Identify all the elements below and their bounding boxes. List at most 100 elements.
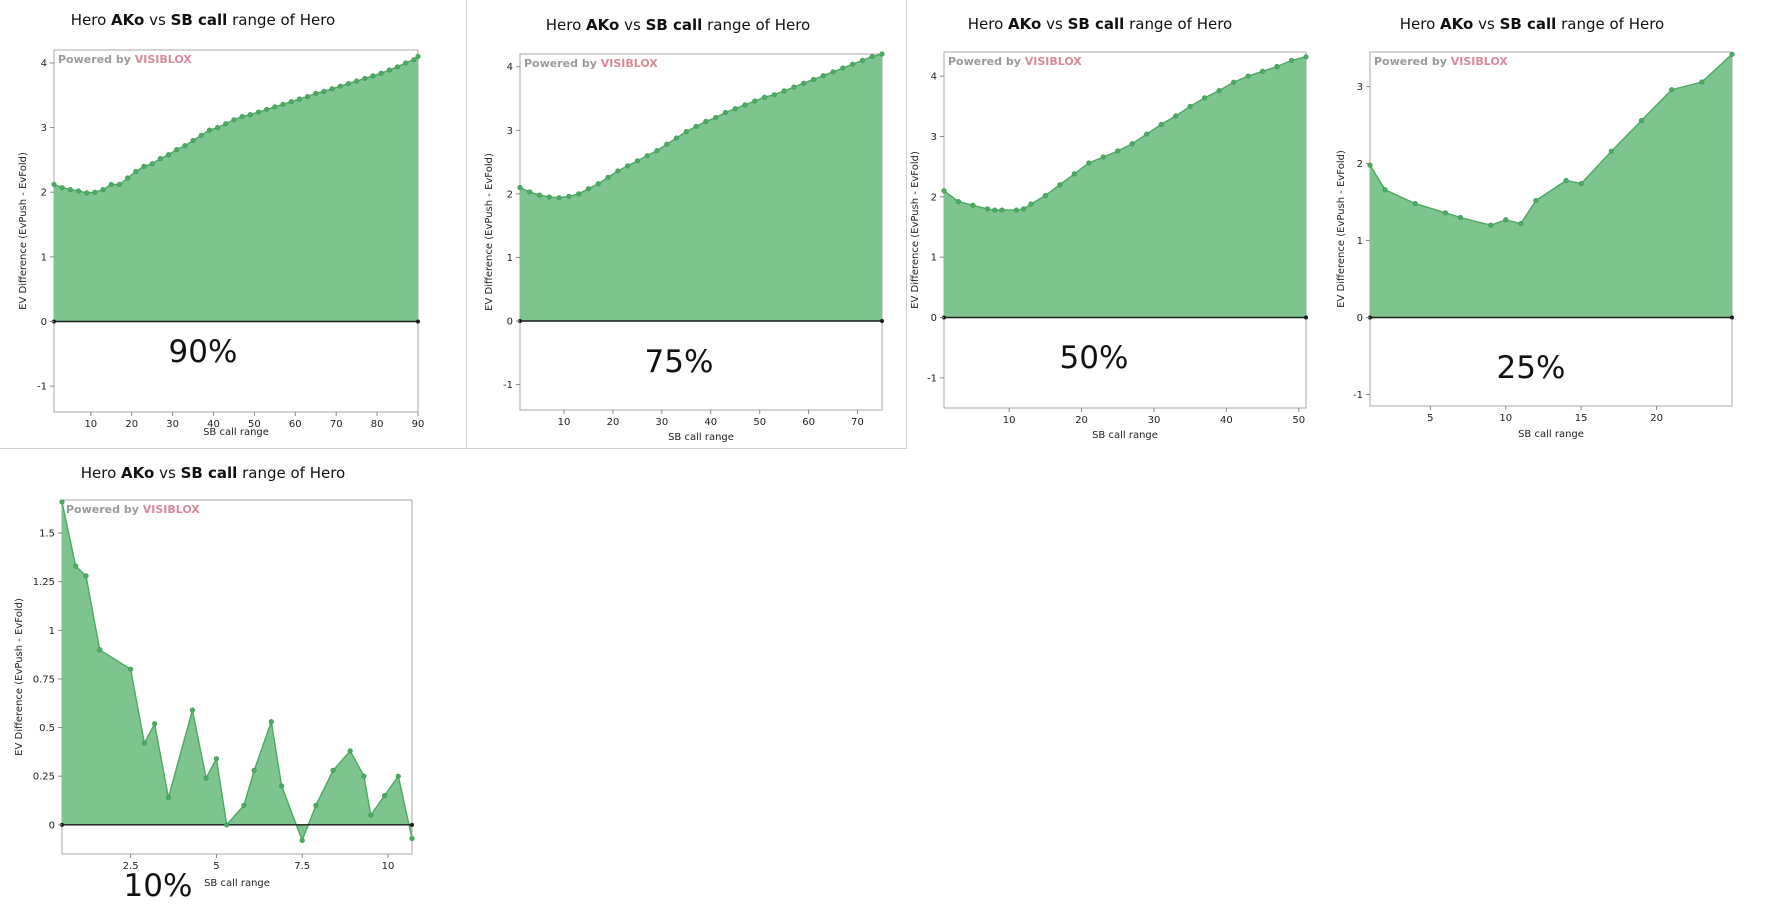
y-tick-label: 0 — [49, 820, 55, 831]
data-point — [566, 193, 572, 199]
data-point — [1533, 197, 1539, 204]
chart-title-part: AKo — [1008, 15, 1041, 33]
series-line — [1369, 53, 1733, 226]
chart-panel-50: Hero AKo vs SB call range of Hero Powered… — [906, 0, 1336, 448]
percent-label: 75% — [645, 344, 714, 380]
y-tick-label: -1 — [1353, 390, 1363, 401]
data-point — [732, 106, 738, 112]
chart-title-part: range of Hero — [237, 464, 345, 482]
data-point — [368, 812, 374, 818]
y-tick-label: 0 — [41, 317, 47, 328]
x-tick-label: 20 — [1650, 413, 1663, 424]
y-axis-label: EV Difference (EvPush - EvFold) — [14, 598, 25, 756]
chart-title: Hero AKo vs SB call range of Hero — [546, 16, 810, 34]
data-point — [347, 748, 353, 754]
data-point — [742, 102, 748, 108]
data-point — [1608, 148, 1614, 154]
chart-title: Hero AKo vs SB call range of Hero — [968, 15, 1232, 33]
data-point — [615, 168, 621, 174]
data-point — [576, 191, 582, 197]
chart-title: Hero AKo vs SB call range of Hero — [81, 464, 345, 482]
data-point — [280, 101, 286, 107]
data-point — [1638, 117, 1645, 124]
data-point — [116, 181, 123, 188]
data-point — [378, 70, 384, 76]
x-tick-label: 70 — [330, 419, 343, 430]
data-point — [781, 88, 787, 94]
data-point — [190, 137, 196, 144]
x-axis-label: SB call range — [203, 427, 269, 438]
data-point — [1115, 148, 1121, 154]
y-tick-label: 3 — [41, 123, 47, 134]
x-tick-label: 10 — [1499, 413, 1512, 424]
x-tick-label: 20 — [1075, 415, 1088, 426]
logo-part: Powered by — [1374, 55, 1451, 68]
y-tick-label: 1.5 — [39, 529, 55, 540]
chart-panel-10: Hero AKo vs SB call range of Hero Powered… — [0, 450, 466, 917]
x-tick-label: 50 — [248, 419, 261, 430]
y-tick-label: 1 — [49, 626, 55, 637]
chart-panel-25: Hero AKo vs SB call range of Hero Powered… — [1336, 0, 1756, 448]
data-point — [810, 76, 817, 83]
y-tick-label: 0.5 — [39, 723, 55, 734]
data-point — [345, 81, 352, 87]
data-point — [683, 128, 689, 135]
data-point — [329, 86, 335, 92]
data-point — [1563, 177, 1569, 184]
chart-title-part: range of Hero — [1124, 15, 1232, 33]
x-tick-label: 60 — [289, 419, 302, 430]
chart-title-part: AKo — [1440, 15, 1473, 33]
chart-title-part: SB call — [171, 11, 228, 29]
data-point — [820, 73, 826, 79]
data-point — [992, 207, 998, 213]
data-point — [313, 802, 319, 808]
series-line — [53, 55, 419, 194]
logo-part: Powered by — [524, 57, 601, 70]
x-axis-label: SB call range — [1092, 430, 1158, 441]
data-point — [1303, 54, 1309, 60]
data-point — [189, 707, 195, 713]
x-tick-label: 40 — [207, 419, 220, 430]
data-point — [141, 740, 147, 746]
y-tick-label: 4 — [931, 72, 937, 83]
data-point — [1578, 180, 1584, 187]
x-tick-label: 10 — [558, 417, 571, 428]
y-tick-label: 3 — [931, 132, 937, 143]
data-point — [859, 57, 866, 63]
data-point — [411, 57, 417, 63]
chart-title-part: Hero — [546, 16, 586, 34]
data-point — [272, 104, 278, 110]
data-point — [585, 186, 592, 192]
data-point — [752, 98, 758, 104]
zero-line-end — [1304, 315, 1308, 320]
chart-title-part: Hero — [968, 15, 1008, 33]
x-tick-label: 7.5 — [294, 861, 310, 872]
data-point — [152, 721, 158, 727]
data-point — [231, 117, 237, 123]
data-point — [214, 124, 221, 131]
chart-panel-90: Hero AKo vs SB call range of Hero Powered… — [0, 0, 467, 449]
y-tick-label: -1 — [927, 373, 937, 384]
data-point — [247, 112, 253, 118]
logo-part: VISIBLOX — [1451, 55, 1509, 68]
data-point — [1288, 57, 1295, 64]
chart-title-part: AKo — [121, 464, 154, 482]
data-point — [108, 181, 114, 188]
data-point — [1231, 79, 1237, 85]
x-tick-label: 80 — [371, 419, 384, 430]
data-point — [771, 92, 777, 98]
y-tick-label: 4 — [41, 58, 47, 69]
chart-25: Hero AKo vs SB call range of Hero Powered… — [1336, 15, 1735, 440]
x-tick-label: 5 — [213, 861, 219, 872]
data-point — [157, 156, 163, 162]
chart-title-part: SB call — [646, 16, 703, 34]
logo-part: VISIBLOX — [601, 57, 659, 70]
data-point — [128, 666, 134, 672]
data-point — [213, 756, 220, 762]
data-point — [223, 121, 229, 127]
data-point — [1216, 88, 1222, 94]
y-tick-label: 1 — [1357, 236, 1363, 247]
data-point — [527, 189, 533, 195]
x-axis-label: SB call range — [1518, 429, 1584, 440]
series-area — [1370, 54, 1732, 318]
